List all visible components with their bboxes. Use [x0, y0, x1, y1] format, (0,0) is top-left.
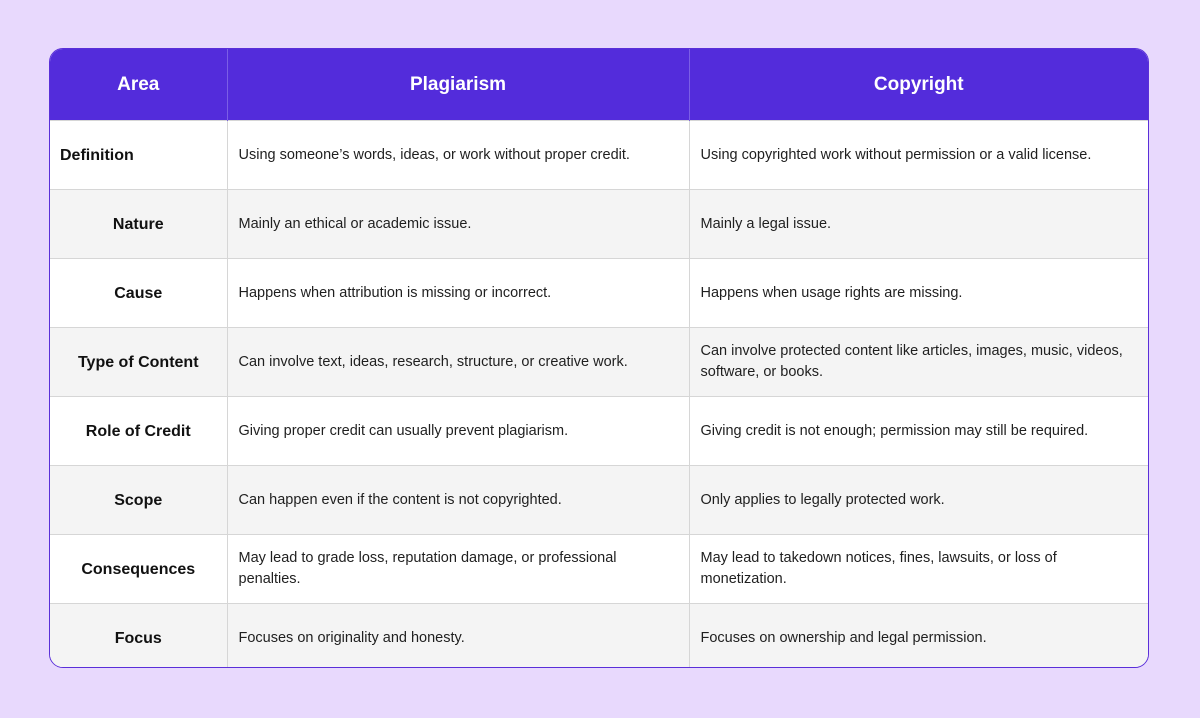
table-body: Definition Using someone’s words, ideas,… — [50, 120, 1148, 667]
row-plagiarism-cell: Can involve text, ideas, research, struc… — [226, 327, 689, 397]
table-row: Consequences May lead to grade loss, rep… — [50, 534, 1148, 604]
row-area-label: Type of Content — [50, 327, 227, 397]
row-area-label: Consequences — [50, 534, 227, 604]
row-copyright-cell: Focuses on ownership and legal permissio… — [688, 603, 1148, 667]
table-header: Area Plagiarism Copyright — [50, 49, 1148, 121]
row-plagiarism-cell: Happens when attribution is missing or i… — [226, 258, 689, 328]
comparison-table-container: Area Plagiarism Copyright Definition Usi… — [49, 48, 1149, 668]
row-copyright-cell: Happens when usage rights are missing. — [688, 258, 1148, 328]
table-row: Role of Credit Giving proper credit can … — [50, 396, 1148, 466]
row-area-label: Focus — [50, 603, 227, 667]
row-plagiarism-cell: Using someone’s words, ideas, or work wi… — [226, 120, 689, 190]
table-row: Nature Mainly an ethical or academic iss… — [50, 189, 1148, 259]
row-copyright-cell: May lead to takedown notices, fines, law… — [688, 534, 1148, 604]
header-copyright: Copyright — [688, 49, 1148, 121]
row-plagiarism-cell: Mainly an ethical or academic issue. — [226, 189, 689, 259]
row-plagiarism-cell: Giving proper credit can usually prevent… — [226, 396, 689, 466]
row-copyright-cell: Can involve protected content like artic… — [688, 327, 1148, 397]
header-row: Area Plagiarism Copyright — [50, 49, 1148, 121]
comparison-table: Area Plagiarism Copyright Definition Usi… — [50, 49, 1148, 667]
row-area-label: Scope — [50, 465, 227, 535]
table-row: Focus Focuses on originality and honesty… — [50, 603, 1148, 667]
row-plagiarism-cell: May lead to grade loss, reputation damag… — [226, 534, 689, 604]
row-area-label: Role of Credit — [50, 396, 227, 466]
row-area-label: Cause — [50, 258, 227, 328]
header-plagiarism: Plagiarism — [226, 49, 689, 121]
table-row: Type of Content Can involve text, ideas,… — [50, 327, 1148, 397]
row-plagiarism-cell: Can happen even if the content is not co… — [226, 465, 689, 535]
row-plagiarism-cell: Focuses on originality and honesty. — [226, 603, 689, 667]
row-copyright-cell: Only applies to legally protected work. — [688, 465, 1148, 535]
header-area: Area — [50, 49, 227, 121]
table-row: Scope Can happen even if the content is … — [50, 465, 1148, 535]
table-row: Cause Happens when attribution is missin… — [50, 258, 1148, 328]
row-area-label: Nature — [50, 189, 227, 259]
row-area-label: Definition — [50, 120, 227, 190]
row-copyright-cell: Mainly a legal issue. — [688, 189, 1148, 259]
row-copyright-cell: Giving credit is not enough; permission … — [688, 396, 1148, 466]
row-copyright-cell: Using copyrighted work without permissio… — [688, 120, 1148, 190]
table-row: Definition Using someone’s words, ideas,… — [50, 120, 1148, 190]
